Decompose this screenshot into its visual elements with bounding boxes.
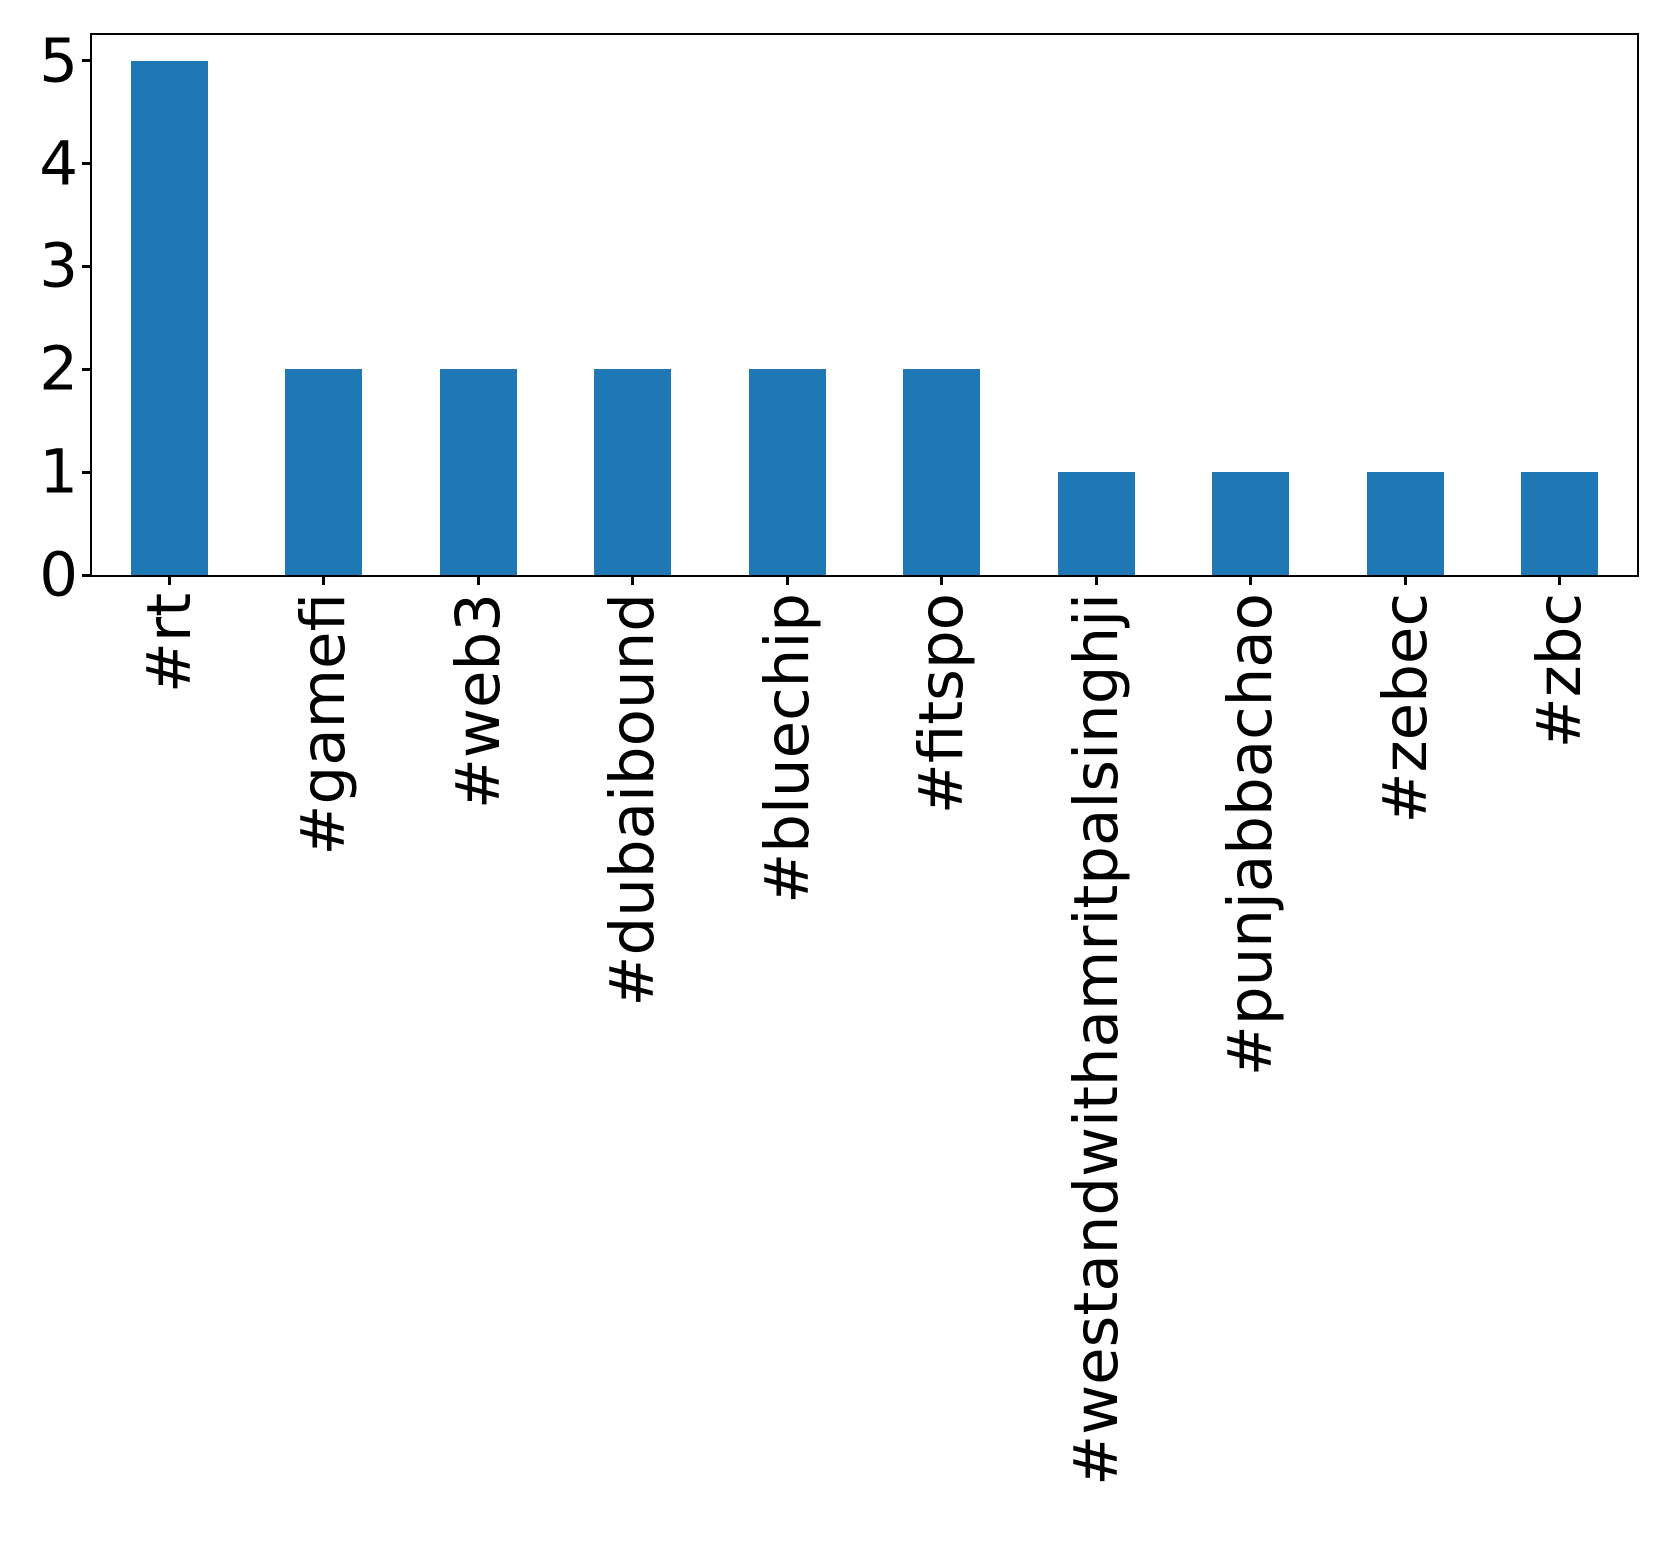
- bar-zbc: [1521, 472, 1598, 575]
- y-tick-mark: [82, 59, 90, 62]
- x-tick-label-zbc: #zbc: [1524, 593, 1595, 749]
- y-tick-mark: [82, 368, 90, 371]
- x-tick-mark: [1404, 577, 1407, 585]
- x-tick-label-rt: #rt: [134, 593, 205, 694]
- x-tick-label-web3: #web3: [443, 593, 514, 810]
- bar-web3: [440, 369, 517, 575]
- x-tick-label-punjabbachao: #punjabbachao: [1215, 593, 1286, 1077]
- y-tick-label: 2: [39, 333, 78, 405]
- bar-westandwithamritpalsinghji: [1058, 472, 1135, 575]
- plot-area: [90, 33, 1639, 577]
- y-tick-mark: [82, 265, 90, 268]
- y-tick-mark: [82, 471, 90, 474]
- x-tick-label-gamefi: #gamefi: [288, 593, 359, 856]
- x-tick-mark: [786, 577, 789, 585]
- x-tick-mark: [1249, 577, 1252, 585]
- y-tick-label: 4: [39, 128, 78, 200]
- y-tick-label: 3: [39, 230, 78, 302]
- y-tick-label: 5: [39, 25, 78, 97]
- x-tick-mark: [631, 577, 634, 585]
- y-tick-mark: [82, 574, 90, 577]
- bar-gamefi: [285, 369, 362, 575]
- x-tick-mark: [1095, 577, 1098, 585]
- bar-bluechip: [749, 369, 826, 575]
- bar-punjabbachao: [1212, 472, 1289, 575]
- x-tick-mark: [168, 577, 171, 585]
- x-tick-label-dubaibound: #dubaibound: [597, 593, 668, 1007]
- y-tick-label: 0: [39, 539, 78, 611]
- x-tick-label-bluechip: #bluechip: [752, 593, 823, 904]
- bar-dubaibound: [594, 369, 671, 575]
- bar-rt: [131, 61, 208, 575]
- x-tick-mark: [477, 577, 480, 585]
- y-tick-mark: [82, 162, 90, 165]
- bar-fitspo: [903, 369, 980, 575]
- x-tick-label-westandwithamritpalsinghji: #westandwithamritpalsinghji: [1061, 593, 1132, 1486]
- bar-zebec: [1367, 472, 1444, 575]
- x-tick-mark: [322, 577, 325, 585]
- y-tick-label: 1: [39, 436, 78, 508]
- x-tick-label-zebec: #zebec: [1370, 593, 1441, 824]
- x-tick-mark: [1558, 577, 1561, 585]
- x-tick-mark: [940, 577, 943, 585]
- x-tick-label-fitspo: #fitspo: [906, 593, 977, 815]
